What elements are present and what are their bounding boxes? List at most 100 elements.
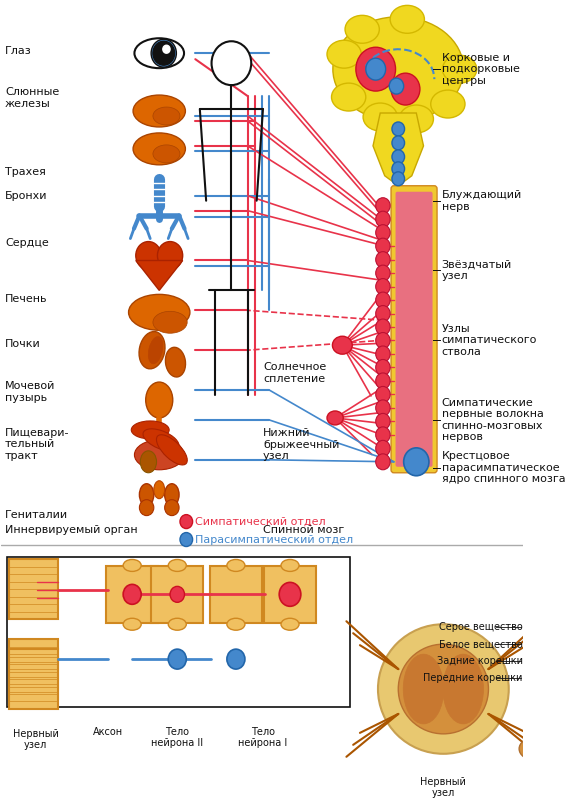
Circle shape (392, 162, 405, 176)
FancyBboxPatch shape (391, 186, 437, 473)
Circle shape (376, 400, 390, 416)
Text: Серое вещество: Серое вещество (439, 622, 523, 632)
Circle shape (376, 198, 390, 213)
Circle shape (392, 149, 405, 164)
Ellipse shape (153, 311, 187, 333)
Circle shape (376, 211, 390, 227)
FancyBboxPatch shape (264, 566, 316, 623)
Ellipse shape (332, 83, 366, 111)
Ellipse shape (128, 294, 190, 330)
Ellipse shape (378, 625, 509, 754)
Ellipse shape (165, 484, 179, 506)
Circle shape (376, 373, 390, 389)
Circle shape (227, 649, 245, 669)
Ellipse shape (333, 17, 464, 121)
Ellipse shape (140, 451, 157, 473)
Text: Гениталии: Гениталии (5, 510, 68, 520)
Text: Симпатический отдел: Симпатический отдел (195, 516, 326, 527)
Circle shape (376, 346, 390, 362)
Circle shape (376, 225, 390, 241)
Circle shape (376, 305, 390, 322)
FancyBboxPatch shape (106, 566, 158, 623)
Ellipse shape (519, 738, 548, 760)
Polygon shape (136, 260, 183, 290)
Ellipse shape (157, 435, 187, 465)
Circle shape (376, 360, 390, 376)
Circle shape (376, 292, 390, 308)
Circle shape (279, 583, 301, 606)
Text: Блуждающий
нерв: Блуждающий нерв (442, 190, 522, 212)
Text: Парасимпатический отдел: Парасимпатический отдел (195, 535, 353, 545)
Ellipse shape (399, 105, 434, 133)
Circle shape (376, 454, 390, 469)
Ellipse shape (139, 484, 154, 506)
Text: Нервный
узел: Нервный узел (420, 776, 466, 798)
Circle shape (392, 122, 405, 136)
Ellipse shape (403, 654, 444, 724)
Text: Бронхи: Бронхи (5, 191, 47, 201)
Text: Трахея: Трахея (5, 167, 46, 177)
Circle shape (392, 136, 405, 149)
Circle shape (168, 649, 186, 669)
Circle shape (212, 41, 251, 85)
Circle shape (376, 238, 390, 254)
Ellipse shape (390, 6, 424, 33)
Ellipse shape (133, 95, 186, 127)
Circle shape (376, 427, 390, 443)
Ellipse shape (135, 38, 184, 68)
Text: Крестцовое
парасимпатическое
ядро спинного мозга: Крестцовое парасимпатическое ядро спинно… (442, 451, 565, 484)
Ellipse shape (139, 331, 165, 368)
Text: Тело
нейрона I: Тело нейрона I (238, 727, 288, 748)
Ellipse shape (168, 618, 186, 630)
FancyBboxPatch shape (151, 566, 203, 623)
Ellipse shape (281, 559, 299, 571)
Circle shape (376, 414, 390, 429)
Circle shape (165, 499, 179, 516)
Circle shape (391, 74, 420, 105)
Polygon shape (373, 113, 424, 186)
Ellipse shape (135, 440, 184, 469)
Text: Белое вещество: Белое вещество (439, 639, 523, 649)
FancyBboxPatch shape (395, 191, 432, 467)
Ellipse shape (327, 411, 343, 425)
Ellipse shape (136, 242, 161, 269)
Ellipse shape (443, 55, 477, 83)
Circle shape (376, 265, 390, 281)
Text: Симпатические
nервные волокна
спинно-мозговых
нервов: Симпатические nервные волокна спинно-моз… (442, 398, 543, 442)
Ellipse shape (443, 654, 484, 724)
Ellipse shape (131, 421, 169, 439)
Circle shape (356, 47, 395, 91)
Circle shape (392, 172, 405, 186)
FancyBboxPatch shape (210, 566, 262, 623)
Circle shape (163, 45, 170, 53)
Text: Слюнные
железы: Слюнные железы (5, 87, 60, 109)
Circle shape (376, 319, 390, 335)
Ellipse shape (281, 618, 299, 630)
Ellipse shape (149, 337, 163, 364)
FancyBboxPatch shape (9, 639, 58, 699)
Circle shape (389, 78, 403, 94)
Ellipse shape (133, 133, 186, 165)
Ellipse shape (154, 481, 165, 499)
Ellipse shape (153, 145, 180, 163)
Ellipse shape (165, 347, 186, 377)
Circle shape (403, 448, 429, 476)
Text: Иннервируемый орган: Иннервируемый орган (5, 524, 138, 535)
FancyBboxPatch shape (9, 649, 58, 709)
Ellipse shape (157, 242, 183, 269)
Text: Узлы
симпатического
ствола: Узлы симпатического ствола (442, 324, 537, 357)
Circle shape (376, 440, 390, 457)
Ellipse shape (143, 429, 179, 451)
Circle shape (153, 41, 175, 65)
Text: Спинной мозг: Спинной мозг (263, 524, 344, 535)
Circle shape (376, 251, 390, 267)
Text: Мочевой
пузырь: Мочевой пузырь (5, 381, 55, 402)
Text: Почки: Почки (5, 339, 40, 348)
Text: Задние корешки: Задние корешки (437, 656, 523, 666)
FancyBboxPatch shape (9, 559, 58, 619)
Text: Звёздчатый
узел: Звёздчатый узел (442, 259, 512, 281)
Text: Нервный
узел: Нервный узел (13, 729, 58, 751)
Ellipse shape (123, 618, 141, 630)
Circle shape (123, 584, 141, 604)
Ellipse shape (227, 618, 245, 630)
